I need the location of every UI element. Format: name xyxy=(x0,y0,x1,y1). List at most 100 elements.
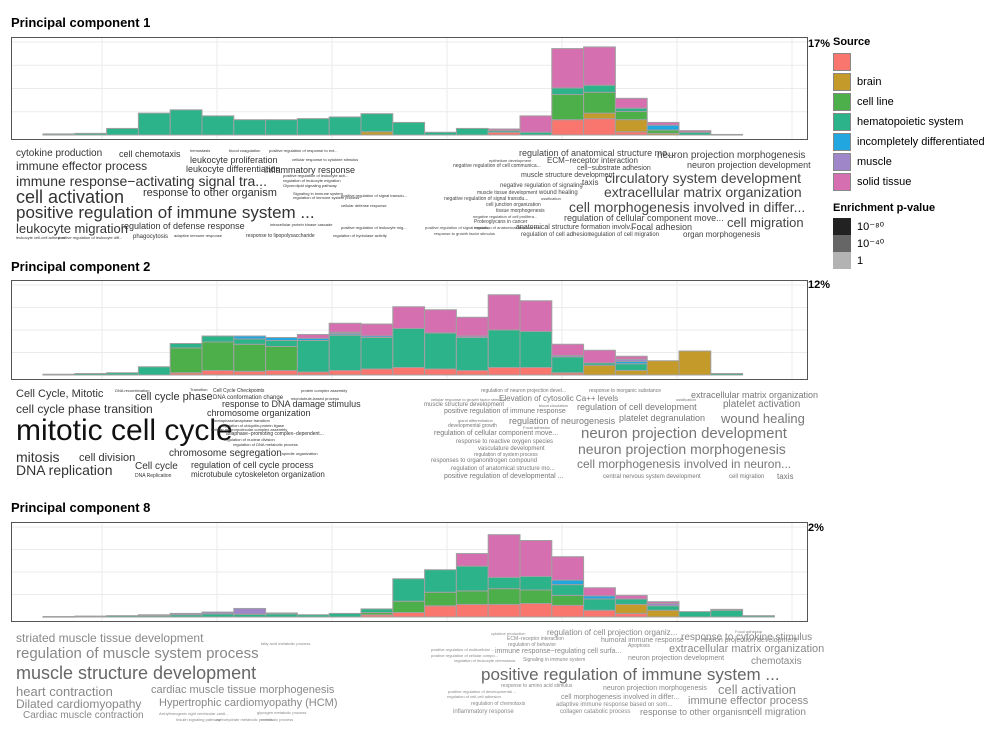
bar-segment xyxy=(392,600,426,613)
wordcloud-term: inflammatory response xyxy=(264,165,356,175)
bar-segment xyxy=(74,132,108,136)
plot-pc8 xyxy=(11,522,808,622)
wordcloud-term: regulation of system process xyxy=(474,452,538,458)
wordcloud-term: wound healing xyxy=(721,411,805,426)
bar-segment xyxy=(201,370,235,376)
legend-source-swatch xyxy=(833,113,851,131)
bar-segment xyxy=(646,124,680,131)
wordcloud-term: response to growth factor stimulus xyxy=(434,231,495,236)
wordcloud-term: Dilated cardiomyopathy xyxy=(16,697,142,711)
bar-segment xyxy=(646,609,680,618)
wordcloud-term: phagocytosis xyxy=(133,234,169,240)
wordcloud-term: cell morphogenesis involved in neuron... xyxy=(577,457,792,471)
wordcloud-term: striated muscle tissue development xyxy=(16,631,204,645)
wordcloud-term: muscle structure development xyxy=(521,172,615,179)
wordcloud-term: chromosome segregation xyxy=(169,448,282,459)
bar-segment xyxy=(551,119,585,136)
legend-source-item: hematopoietic system xyxy=(833,112,998,132)
wordcloud-term: developmental growth xyxy=(448,423,497,429)
bar-segment xyxy=(296,340,330,373)
wordcloud-term: regulation of nuclear division xyxy=(224,437,275,442)
bar-segment xyxy=(424,605,457,618)
bar-segment xyxy=(487,329,521,368)
wordcloud-term: positive regulation of leukocyte mig... xyxy=(341,225,407,230)
bar-segment xyxy=(455,565,489,592)
bar-segment xyxy=(265,340,298,347)
wordcloud-term: DNA replication xyxy=(16,462,113,478)
bar-segment xyxy=(201,611,235,615)
wordcloud-term: cell activation xyxy=(16,187,125,207)
wordcloud-term: regulation of ubiquitin-protein ligase xyxy=(221,423,285,428)
wordcloud-term: regulation of hydrolase activity xyxy=(333,233,387,238)
bar-segment xyxy=(583,91,616,114)
bar-segment xyxy=(710,609,744,618)
wordcloud-term: Arrhythmogenic right ventricular cardi..… xyxy=(159,711,229,716)
wordcloud-term: immune response−activating signal tra... xyxy=(16,173,267,189)
wordcloud-term: neuron projection morphogenesis xyxy=(657,150,806,161)
wordcloud-term: response to amino acid stimulus xyxy=(501,683,573,689)
legend-pvalue-swatch xyxy=(833,252,851,269)
wordcloud-term: regulation of cell development xyxy=(577,402,697,412)
wordcloud-term: Focal adhesion xyxy=(523,425,551,430)
wordcloud-term: cytokine production xyxy=(16,148,103,159)
wordcloud-term: taxis xyxy=(777,472,794,481)
bar-segment xyxy=(710,608,744,611)
bar-segment xyxy=(614,603,648,614)
bar-segment xyxy=(614,363,648,371)
bar-segment xyxy=(551,579,585,586)
wordcloud-term: cell cycle phase xyxy=(135,391,213,403)
bar-segment xyxy=(455,316,489,337)
wordcloud-term: Cardiac muscle contraction xyxy=(23,710,144,721)
bar-segment xyxy=(455,603,489,618)
wordcloud-pc8: striated muscle tissue development fatty … xyxy=(11,0,824,722)
wordcloud-term: neuron projection development xyxy=(628,655,725,662)
bar-segment xyxy=(201,335,235,343)
legend-source-item: solid tissue xyxy=(833,172,998,192)
wordcloud-term: blood coagulation xyxy=(229,148,261,153)
bar-segment xyxy=(265,119,298,136)
bar-segment xyxy=(169,347,203,374)
bar-segment xyxy=(233,119,267,136)
bar-segment xyxy=(265,346,298,371)
wordcloud-term: positive regulation of immune response xyxy=(444,408,566,415)
wordcloud-term: regulation of cell-cell adhesion xyxy=(447,694,501,699)
legend-pvalue-item: 10⁻⁸⁰ xyxy=(833,218,998,235)
bar-segment xyxy=(551,48,585,89)
bar-segment xyxy=(424,569,457,593)
bar-segment xyxy=(392,578,426,602)
legend-source-label: solid tissue xyxy=(857,176,912,188)
wordcloud-term: regulation of anatomical structure mo... xyxy=(519,148,675,158)
wordcloud-term: leukocyte migration xyxy=(16,221,128,236)
wordcloud-term: Hypertrophic cardiomyopathy (HCM) xyxy=(159,697,338,709)
bar-segment xyxy=(551,604,585,618)
bar-segment xyxy=(551,584,585,596)
bar-segment xyxy=(519,576,553,591)
wordcloud-term: DNA recombination xyxy=(115,388,150,393)
wordcloud-term: Glycerolipid signaling pathway xyxy=(283,183,337,188)
bar-segment xyxy=(137,112,171,136)
wordcloud-term: neuron projection development xyxy=(687,160,811,170)
bar-segment xyxy=(678,350,712,376)
bar-segment xyxy=(328,116,362,136)
wordcloud-term: tissue morphogenesis xyxy=(496,208,545,214)
legend-source-item: incompletely differentiated xyxy=(833,132,998,152)
bar-segment xyxy=(487,294,521,331)
wordcloud-term: cell activation xyxy=(718,682,797,697)
bar-segment xyxy=(106,615,139,618)
bar-segment xyxy=(455,590,489,605)
legend-pvalue-label: 10⁻⁸⁰ xyxy=(857,221,885,233)
wordcloud-term: response to reactive oxygen species xyxy=(456,439,554,445)
bar-segment xyxy=(519,300,553,332)
bar-segment xyxy=(424,591,457,607)
wordcloud-term: regulation of immune system process xyxy=(293,195,360,200)
bar-segment xyxy=(42,133,76,136)
bar-segment xyxy=(583,587,616,597)
bar-segment xyxy=(360,323,394,337)
wordcloud-term: immune response−regulating cell surfa... xyxy=(495,648,622,655)
legend-pvalue-item: 10⁻⁴⁰ xyxy=(833,235,998,252)
bar-segment xyxy=(646,360,680,376)
wordcloud-term: response to other organism xyxy=(640,707,750,717)
bar-segment xyxy=(455,337,489,371)
wordcloud-term: extracellular matrix organization xyxy=(604,184,802,200)
bar-segment xyxy=(678,130,712,133)
